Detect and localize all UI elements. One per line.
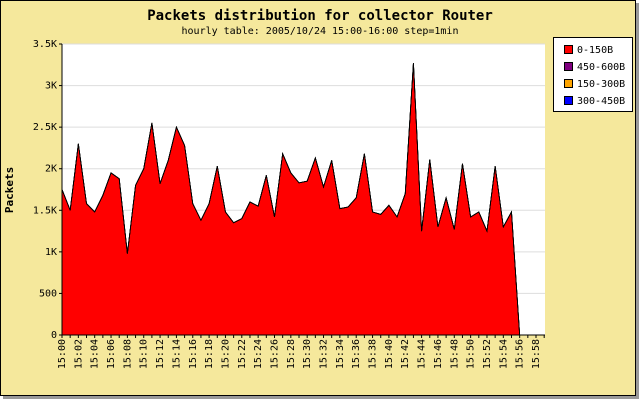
x-tick-label: 15:32: [319, 339, 330, 369]
x-tick-label: 15:42: [400, 339, 411, 369]
y-tick-label: 1.5K: [33, 205, 57, 216]
x-tick-label: 15:46: [433, 339, 444, 369]
x-tick-label: 15:26: [269, 339, 280, 369]
legend-swatch: [564, 96, 573, 105]
y-tick-label: 500: [39, 288, 57, 299]
y-tick-label: 2.5K: [33, 122, 57, 133]
x-tick-label: 15:54: [498, 339, 509, 369]
y-axis-label: Packets: [3, 167, 16, 213]
x-tick-label: 15:10: [139, 339, 150, 369]
x-tick-label: 15:50: [466, 339, 477, 369]
x-tick-label: 15:12: [155, 339, 166, 369]
y-tick-label: 1K: [45, 247, 57, 258]
legend-swatch: [564, 45, 573, 54]
legend-label: 450-600B: [577, 62, 625, 73]
x-tick-label: 15:38: [368, 339, 379, 369]
legend-label: 300-450B: [577, 96, 625, 107]
x-tick-label: 15:44: [417, 339, 428, 369]
y-tick-label: 3K: [45, 81, 57, 92]
x-tick-label: 15:20: [220, 339, 231, 369]
x-tick-label: 15:34: [335, 339, 346, 369]
legend-swatch: [564, 62, 573, 71]
x-tick-label: 15:24: [253, 339, 264, 369]
x-tick-label: 15:02: [73, 339, 84, 369]
chart-title: Packets distribution for collector Route…: [147, 8, 493, 24]
x-tick-label: 15:14: [171, 339, 182, 369]
legend-swatch: [564, 79, 573, 88]
x-tick-label: 15:28: [286, 339, 297, 369]
x-tick-label: 15:08: [122, 339, 133, 369]
legend-label: 150-300B: [577, 79, 625, 90]
x-tick-label: 15:36: [351, 339, 362, 369]
y-tick-label: 0: [51, 330, 57, 341]
y-tick-label: 2K: [45, 164, 57, 175]
y-tick-label: 3.5K: [33, 39, 57, 50]
x-tick-label: 15:58: [531, 339, 542, 369]
x-tick-label: 15:06: [106, 339, 117, 369]
x-tick-label: 15:04: [90, 339, 101, 369]
x-tick-label: 15:16: [188, 339, 199, 369]
x-tick-label: 15:18: [204, 339, 215, 369]
x-tick-label: 15:22: [237, 339, 248, 369]
legend-label: 0-150B: [577, 45, 613, 56]
x-tick-label: 15:30: [302, 339, 313, 369]
x-tick-label: 15:52: [482, 339, 493, 369]
x-tick-label: 15:48: [449, 339, 460, 369]
x-tick-label: 15:40: [384, 339, 395, 369]
chart-subtitle: hourly table: 2005/10/24 15:00-16:00 ste…: [182, 26, 459, 37]
x-tick-label: 15:56: [515, 339, 526, 369]
x-tick-label: 15:00: [57, 339, 68, 369]
